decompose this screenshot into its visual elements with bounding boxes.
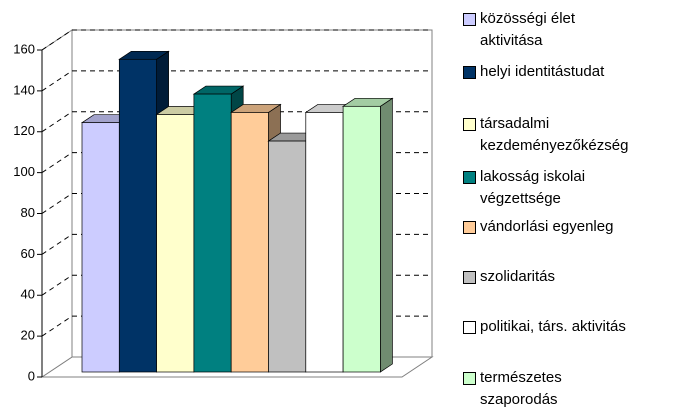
legend-item: természetes szaporodás [463,367,603,409]
legend-item: szolidaritás [463,266,673,288]
y-tick-label: 120 [13,123,35,138]
y-tick-label: 140 [13,82,35,97]
legend-item: közösségi élet aktivitása [463,8,593,52]
legend-swatch [463,372,476,385]
legend-swatch [463,321,476,334]
grid-line [41,274,73,296]
bar [268,140,307,373]
y-tick-label: 40 [21,287,35,302]
legend-label: politikai, társ. aktivitás [480,318,626,335]
y-tick-label: 0 [28,368,35,383]
bar [342,105,381,373]
grid-line [41,193,73,214]
bar-side [380,97,393,373]
legend-item: politikai, társ. aktivitás [463,316,673,338]
bar [305,112,344,373]
grid-line [41,29,73,51]
bar [156,114,195,373]
legend-label: lakosság iskolai végzettsége [480,168,586,207]
bar [81,122,120,373]
legend-swatch [463,221,476,234]
grid-line [41,111,73,133]
grid-line [41,233,73,255]
legend-item: helyi identitástudat [463,61,673,83]
legend-item: vándorlási egyenleg [463,216,673,238]
bar [230,112,269,373]
legend-swatch [463,13,476,26]
bar [118,58,157,373]
legend-swatch [463,271,476,284]
legend-label: vándorlási egyenleg [480,218,614,235]
legend-item: társadalmi kezdeményezőkézség [463,113,673,157]
bar [193,93,232,373]
y-tick-label: 60 [21,246,35,261]
legend-label: szolidaritás [480,268,556,285]
legend-label: közösségi élet aktivitása [480,10,576,49]
grid-line [41,70,73,92]
grid-line [41,152,73,174]
legend-swatch [463,171,476,184]
legend-label: természetes szaporodás [480,369,562,408]
y-tick-label: 100 [13,164,35,179]
legend-swatch [463,66,476,79]
legend-label: társadalmi kezdeményezőkézség [480,115,629,154]
y-tick-label: 160 [13,41,35,56]
y-tick-label: 20 [21,328,35,343]
grid-line [41,315,73,337]
legend-swatch [463,118,476,131]
y-tick-label: 80 [21,205,35,220]
legend-item: lakosság iskolai végzettsége [463,166,603,210]
legend-label: helyi identitástudat [480,63,605,80]
